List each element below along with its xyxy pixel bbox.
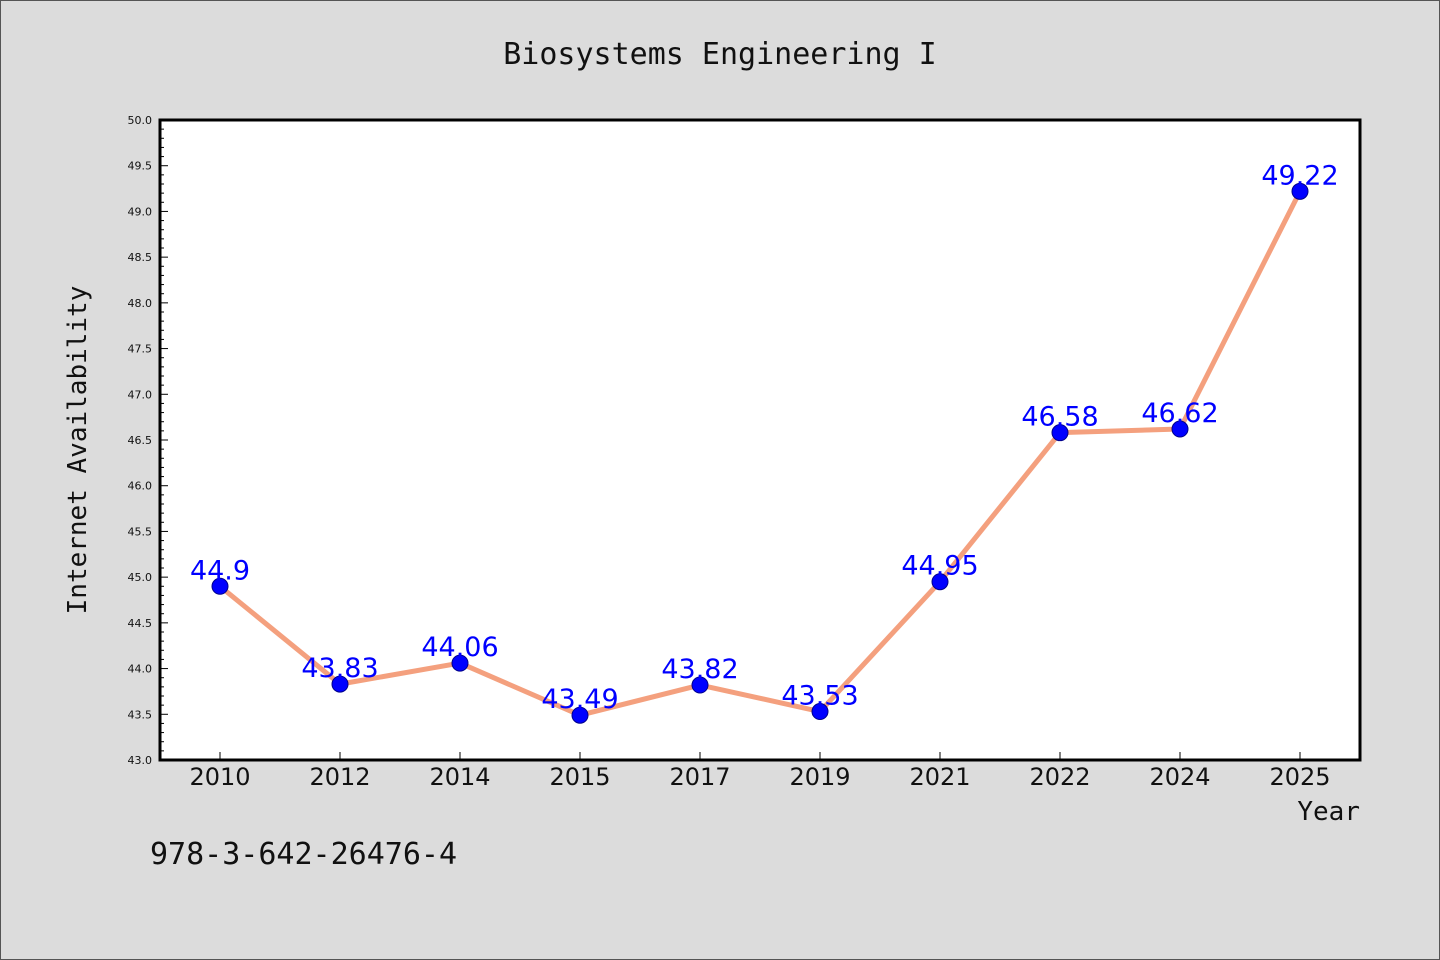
series-line	[217, 188, 1303, 718]
y-axis-label: Internet Availability	[63, 286, 93, 615]
x-axis: 2010 2012 2014 2015 2017 2019 2021 2022 2024 2025	[189, 752, 1331, 791]
series-line-group	[211, 182, 1309, 724]
data-point	[1171, 420, 1189, 438]
data-label: 49.22	[1261, 160, 1338, 191]
y-tick-label: 48.0	[128, 297, 153, 310]
data-label: 43.49	[541, 684, 618, 715]
y-tick-label: 48.5	[128, 251, 153, 264]
x-tick-label: 2022	[1029, 763, 1090, 791]
y-tick-label: 44.5	[128, 617, 153, 630]
x-tick-label: 2015	[549, 763, 610, 791]
chart-title: Biosystems Engineering I	[503, 37, 936, 72]
x-tick-label: 2014	[429, 763, 490, 791]
data-point	[1051, 424, 1069, 442]
x-tick-label: 2021	[909, 763, 970, 791]
x-tick-label: 2010	[189, 763, 250, 791]
y-tick-label: 43.5	[128, 708, 153, 721]
x-tick-label: 2012	[309, 763, 370, 791]
data-label: 46.62	[1141, 398, 1218, 429]
x-tick-label: 2025	[1269, 763, 1330, 791]
data-point	[571, 706, 589, 724]
y-tick-label: 47.0	[128, 388, 153, 401]
x-tick-label: 2024	[1149, 763, 1210, 791]
data-point	[811, 703, 829, 721]
plot-area	[158, 118, 1362, 762]
data-label: 44.95	[901, 551, 978, 582]
data-labels: 44.9 43.83 44.06 43.49 43.82 43.53 44.95 46.58 4…	[190, 160, 1339, 715]
data-point	[451, 654, 469, 672]
x-axis-label: Year	[1297, 797, 1360, 827]
y-tick-label: 47.5	[128, 343, 153, 356]
data-point	[931, 573, 949, 591]
y-tick-label: 44.0	[128, 663, 153, 676]
y-tick-label: 50.0	[128, 114, 153, 127]
data-point	[331, 675, 349, 693]
data-label: 43.83	[301, 653, 378, 684]
data-point	[211, 577, 229, 595]
data-label: 43.82	[661, 654, 738, 685]
y-tick-label: 46.5	[128, 434, 153, 447]
data-label: 44.9	[190, 555, 250, 586]
data-label: 46.58	[1021, 402, 1098, 433]
y-tick-label: 49.5	[128, 160, 153, 173]
x-tick-label: 2017	[669, 763, 730, 791]
data-point	[691, 676, 709, 694]
x-tick-label: 2019	[789, 763, 850, 791]
data-point	[1291, 182, 1309, 200]
data-label: 44.06	[421, 632, 498, 663]
y-tick-label: 43.0	[128, 754, 153, 767]
y-tick-label: 45.5	[128, 525, 153, 538]
isbn-annotation: 978-3-642-26476-4	[150, 837, 457, 872]
y-tick-label: 45.0	[128, 571, 153, 584]
data-label: 43.53	[781, 681, 858, 712]
y-tick-label: 49.0	[128, 205, 153, 218]
y-tick-label: 46.0	[128, 480, 153, 493]
y-axis: 43.0 43.5 44.0 44.5 45.0 45.5 46.0 46.5 47.0 47.5…	[128, 114, 168, 767]
